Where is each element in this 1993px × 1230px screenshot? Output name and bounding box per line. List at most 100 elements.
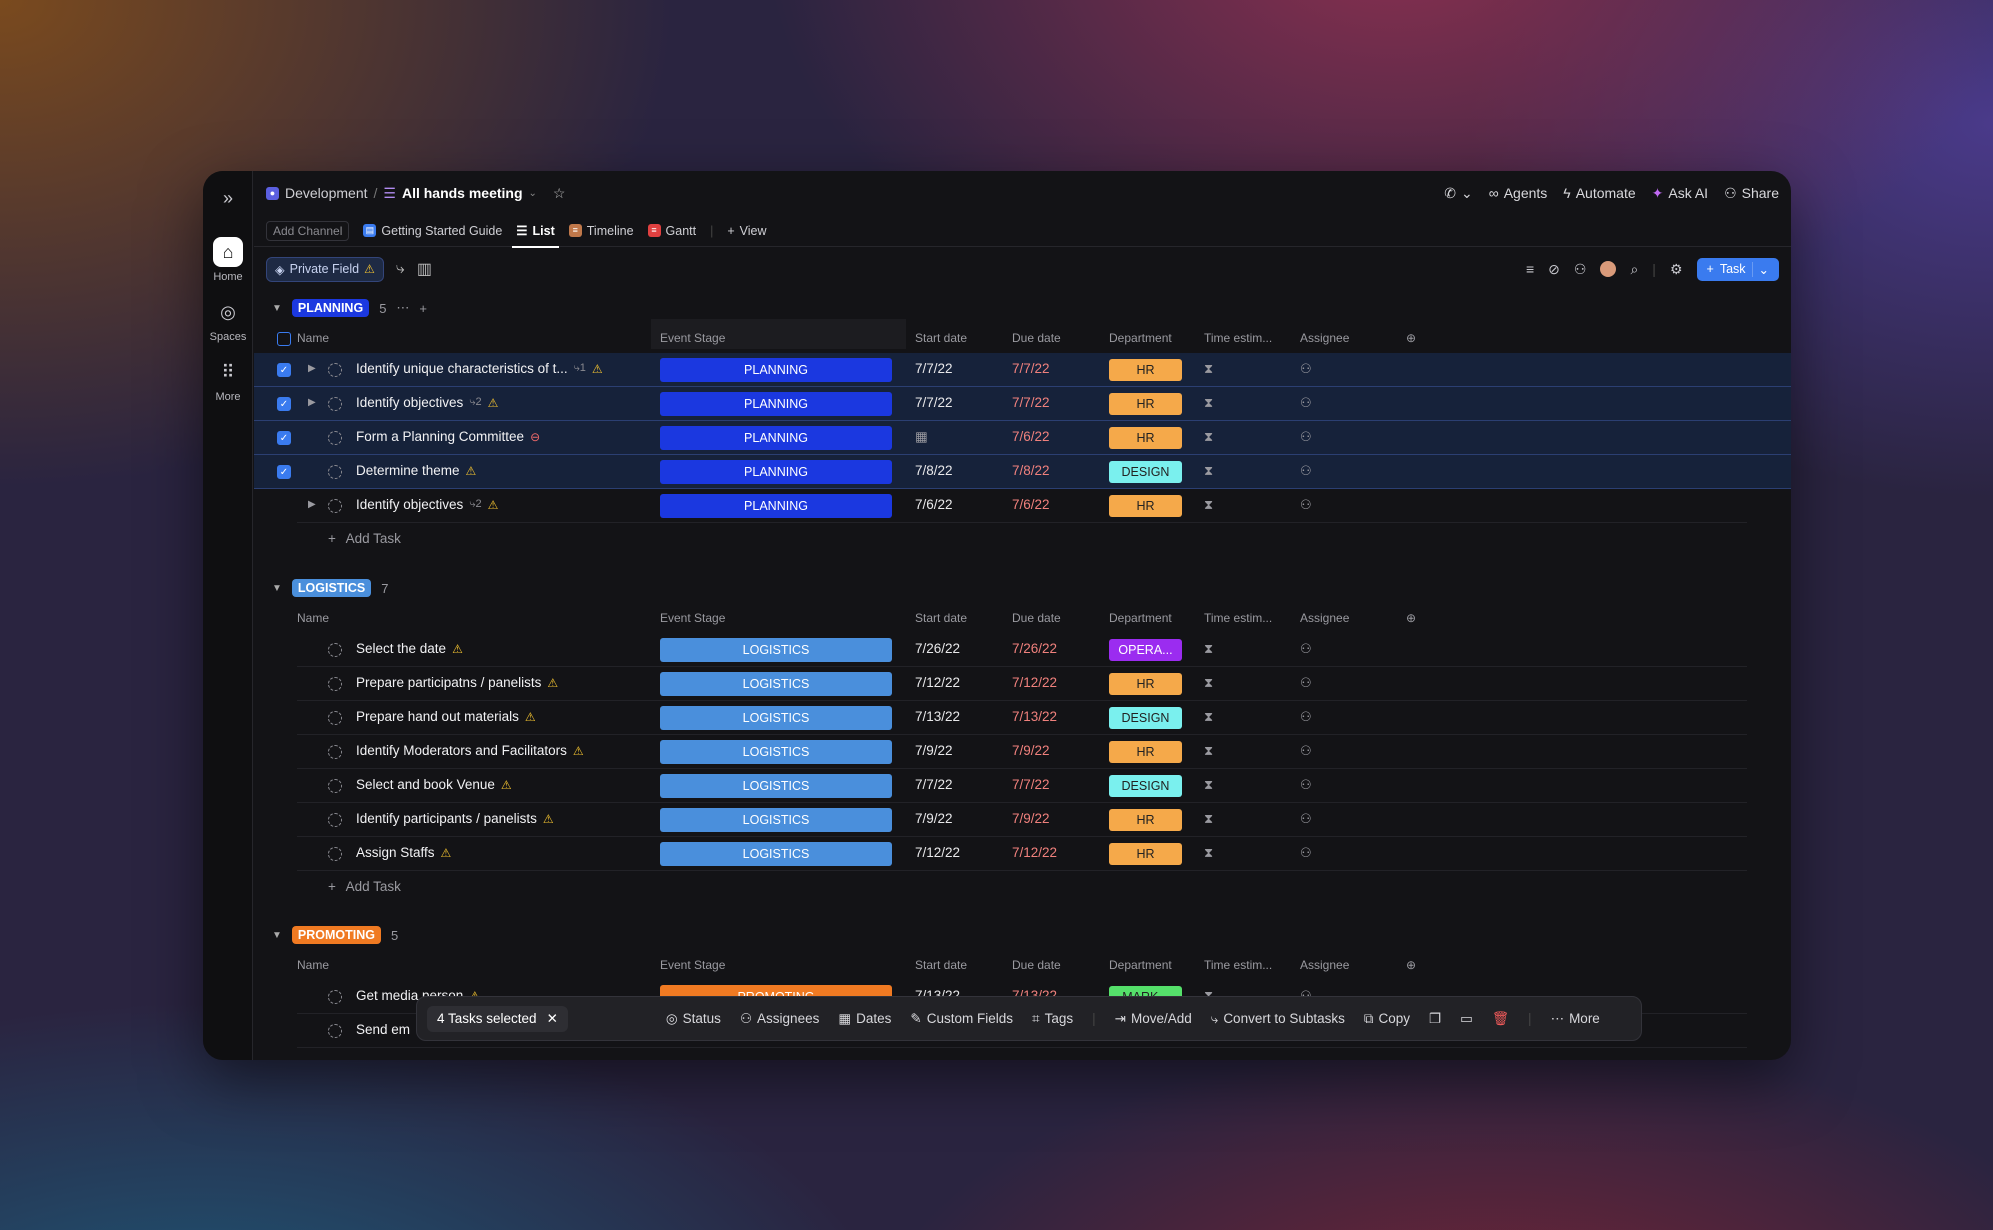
status-circle-icon[interactable] xyxy=(328,847,342,861)
due-date[interactable]: 7/26/22 xyxy=(1012,641,1058,656)
star-icon[interactable]: ☆ xyxy=(552,184,566,201)
hourglass-icon[interactable]: ⧗ xyxy=(1204,811,1214,826)
row-checkbox[interactable]: ✓ xyxy=(277,465,291,479)
add-task-row[interactable]: + Add Task xyxy=(328,879,401,894)
hourglass-icon[interactable]: ⧗ xyxy=(1204,361,1214,376)
assignee-icon[interactable]: ⚇ xyxy=(1300,988,1312,1004)
bulk-assignees-button[interactable]: ⚇ Assignees xyxy=(740,1011,819,1027)
rail-spaces[interactable]: ◎ Spaces xyxy=(203,297,253,343)
department-tag[interactable]: HR xyxy=(1109,495,1182,517)
tab-timeline[interactable]: ≡ Timeline xyxy=(568,215,634,247)
hourglass-icon[interactable]: ⧗ xyxy=(1204,709,1214,724)
status-circle-icon[interactable] xyxy=(328,397,342,411)
hourglass-icon[interactable]: ⧗ xyxy=(1204,845,1214,860)
assignee-icon[interactable]: ⚇ xyxy=(1300,497,1312,512)
hourglass-icon[interactable]: ⧗ xyxy=(1204,743,1214,758)
tab-getting-started[interactable]: ▤ Getting Started Guide xyxy=(363,215,502,247)
hourglass-icon[interactable]: ⧗ xyxy=(1204,497,1214,512)
table-row[interactable]: Select the date ⚠ LOGISTICS 7/26/22 7/26/22 O… xyxy=(297,633,1747,667)
bulk-more-button[interactable]: ⋯ More xyxy=(1551,1011,1600,1027)
column-time[interactable]: Time estim... xyxy=(1204,611,1273,625)
expand-caret-icon[interactable]: ▶ xyxy=(308,397,316,408)
status-circle-icon[interactable] xyxy=(328,813,342,827)
table-row[interactable]: ✓ ▶ Identify objectives ⤷2 ⚠ PLANNING 7/7/22 7/… xyxy=(254,387,1791,421)
department-tag[interactable]: HR xyxy=(1109,809,1182,831)
add-task-button[interactable]: + Task ⌄ xyxy=(1696,257,1779,281)
assignee-icon[interactable]: ⚇ xyxy=(1300,361,1312,376)
event-stage-pill[interactable]: PLANNING xyxy=(660,494,892,518)
department-tag[interactable]: HR xyxy=(1109,427,1182,449)
gear-icon[interactable]: ⚙ xyxy=(1669,260,1683,277)
department-tag[interactable]: HR xyxy=(1109,393,1182,415)
hourglass-icon[interactable]: ⧗ xyxy=(1204,777,1214,792)
table-row[interactable]: ✓ ▶ Identify unique characteristics of t..… xyxy=(254,353,1791,387)
start-date[interactable]: 7/9/22 xyxy=(915,743,953,758)
due-date[interactable]: 7/9/22 xyxy=(1012,743,1050,758)
add-column-icon[interactable]: ⊕ xyxy=(1406,331,1417,345)
assignee-icon[interactable]: ⚇ xyxy=(1300,675,1312,690)
start-date[interactable]: 7/7/22 xyxy=(915,777,953,792)
start-date[interactable]: 7/7/22 xyxy=(915,395,953,410)
column-assignee[interactable]: Assignee xyxy=(1300,331,1350,345)
column-assignee[interactable]: Assignee xyxy=(1300,958,1350,972)
trash-icon[interactable]: 🗑 xyxy=(1491,1010,1510,1026)
event-stage-pill[interactable]: PLANNING xyxy=(660,358,892,382)
task-name-text[interactable]: Form a Planning Committee xyxy=(356,429,525,444)
filter-icon[interactable]: ≡ xyxy=(1525,261,1535,277)
status-circle-icon[interactable] xyxy=(328,643,342,657)
assignee-icon[interactable]: ⚇ xyxy=(1300,429,1312,444)
column-event-stage[interactable]: Event Stage xyxy=(660,331,726,345)
hourglass-icon[interactable]: ⧗ xyxy=(1204,988,1213,1004)
column-department[interactable]: Department xyxy=(1109,958,1172,972)
collapse-caret-icon[interactable]: ▼ xyxy=(272,582,282,594)
hourglass-icon[interactable]: ⧗ xyxy=(1204,429,1214,444)
table-row[interactable]: Identify Moderators and Facilitators ⚠ LOG… xyxy=(297,735,1747,769)
table-row[interactable]: ✓ Determine theme ⚠ PLANNING 7/8/22 7/8/22 DES… xyxy=(254,455,1791,489)
table-row[interactable]: Prepare participatns / panelists ⚠ LOGISTI… xyxy=(297,667,1747,701)
start-date[interactable]: 7/26/22 xyxy=(915,641,961,656)
due-date[interactable]: 7/9/22 xyxy=(1012,811,1050,826)
task-name[interactable]: Select and book Venue ⚠ xyxy=(356,777,512,792)
task-name-text[interactable]: Select and book Venue xyxy=(356,777,495,792)
due-date[interactable]: 7/6/22 xyxy=(1012,497,1050,512)
event-stage-pill[interactable]: LOGISTICS xyxy=(660,808,892,832)
hourglass-icon[interactable]: ⧗ xyxy=(1204,395,1214,410)
archive-icon[interactable]: ▭ xyxy=(1460,1010,1473,1026)
rail-more[interactable]: ⠿ More xyxy=(203,357,253,403)
table-row[interactable]: Assign Staffs ⚠ LOGISTICS 7/12/22 7/12/22 HR ⧗… xyxy=(297,837,1747,871)
due-date[interactable]: 7/6/22 xyxy=(1012,429,1050,444)
department-tag[interactable]: HR xyxy=(1109,673,1182,695)
duplicate-icon[interactable]: ❐ xyxy=(1429,1010,1442,1026)
assignee-icon[interactable]: ⚇ xyxy=(1300,709,1312,724)
agents-button[interactable]: ∞ Agents xyxy=(1489,185,1548,201)
share-button[interactable]: ⚇ Share xyxy=(1724,185,1779,202)
column-due[interactable]: Due date xyxy=(1012,611,1061,625)
table-row[interactable]: Select and book Venue ⚠ LOGISTICS 7/7/22 7/7… xyxy=(297,769,1747,803)
start-date[interactable]: 7/13/22 xyxy=(915,709,961,724)
status-circle-icon[interactable] xyxy=(328,465,342,479)
due-date[interactable]: 7/7/22 xyxy=(1012,395,1050,410)
task-name-text[interactable]: Identify participants / panelists xyxy=(356,811,537,826)
bulk-tags-button[interactable]: ⌗ Tags xyxy=(1032,1011,1073,1027)
status-circle-icon[interactable] xyxy=(328,499,342,513)
chevron-down-icon[interactable]: ⌄ xyxy=(1751,261,1769,277)
department-tag[interactable]: HR xyxy=(1109,843,1182,865)
group-status-badge[interactable]: LOGISTICS xyxy=(291,579,372,597)
status-circle-icon[interactable] xyxy=(328,990,342,1004)
bulk-copy-button[interactable]: ⧉ Copy xyxy=(1364,1011,1410,1027)
task-name[interactable]: Identify unique characteristics of t... ⤷… xyxy=(356,361,603,376)
group-status-badge[interactable]: PLANNING xyxy=(291,299,370,317)
task-name[interactable]: Form a Planning Committee ⊖ xyxy=(356,429,540,444)
collapse-caret-icon[interactable]: ▼ xyxy=(272,929,282,941)
department-tag[interactable]: DESIGN xyxy=(1109,775,1182,797)
expand-caret-icon[interactable]: ▶ xyxy=(308,499,316,510)
hourglass-icon[interactable]: ⧗ xyxy=(1204,641,1214,656)
bulk-dates-button[interactable]: ▦ Dates xyxy=(838,1011,891,1027)
add-view-button[interactable]: + View xyxy=(727,215,766,247)
start-date[interactable]: 7/7/22 xyxy=(915,361,953,376)
column-assignee[interactable]: Assignee xyxy=(1300,611,1350,625)
due-date[interactable]: 7/13/22 xyxy=(1012,709,1058,724)
bulk-status-button[interactable]: ◎ Status xyxy=(666,1011,721,1027)
department-tag[interactable]: DESIGN xyxy=(1109,707,1182,729)
ask-ai-button[interactable]: ✦ Ask AI xyxy=(1652,185,1708,202)
